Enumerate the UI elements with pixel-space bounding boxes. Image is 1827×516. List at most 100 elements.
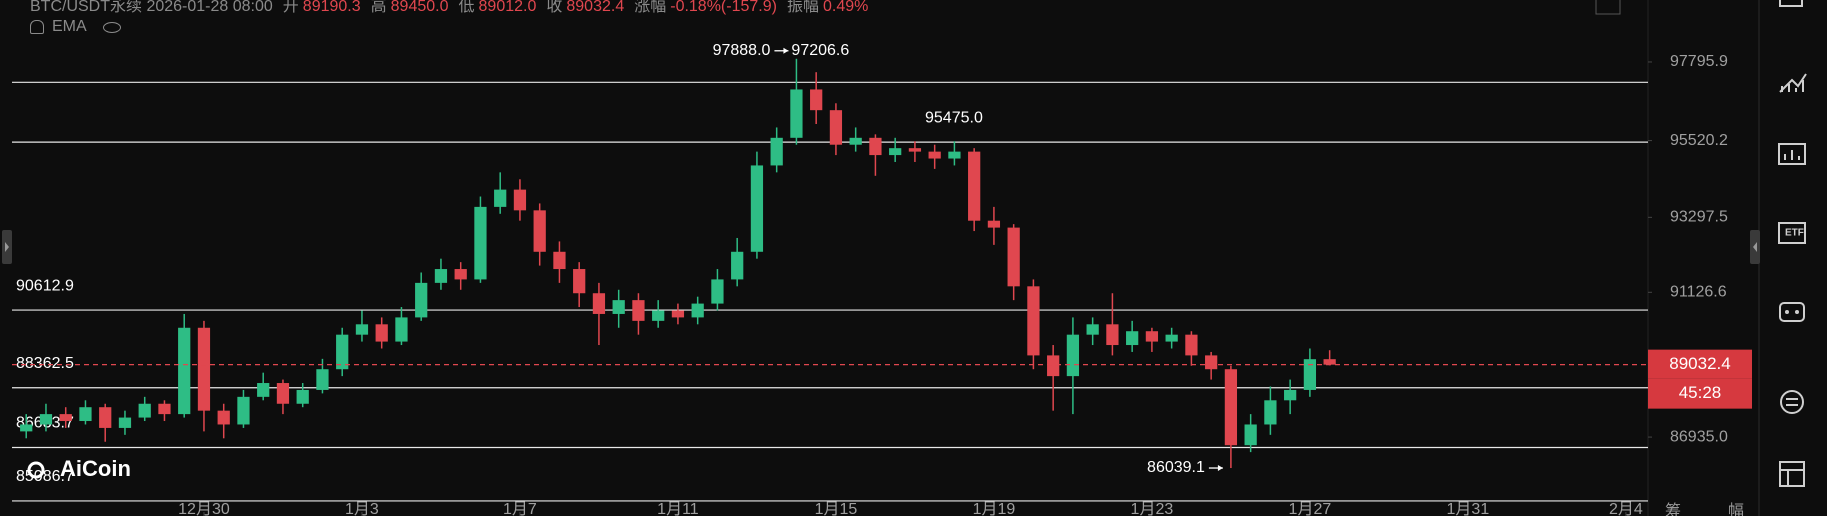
candle-body (671, 310, 685, 318)
candle-body (869, 137, 882, 156)
candle-body (197, 327, 211, 411)
candle-body (494, 189, 507, 207)
candle-body (375, 324, 388, 342)
level-label: 95475.0 (925, 109, 983, 126)
candle-body (987, 220, 1001, 228)
toolbar-label[interactable]: 幅 (1728, 502, 1744, 516)
candle-body (118, 417, 132, 428)
candle-body (1205, 355, 1218, 370)
x-tick-label: 1月19 (973, 501, 1016, 516)
y-tick-label: 91126.6 (1670, 284, 1727, 301)
candle-body (79, 407, 92, 422)
candle-body (1264, 400, 1277, 425)
candle-body (415, 282, 428, 318)
header-value: 89032.4 (566, 0, 625, 15)
header-value: 89012.0 (478, 0, 537, 15)
tool-icon[interactable] (1780, 390, 1804, 414)
tool-icon[interactable] (1778, 222, 1806, 244)
header-item: 收 89032.4 (546, 0, 625, 15)
header-label: 低 (458, 0, 475, 15)
x-tick-label: 1月23 (1131, 501, 1174, 516)
candle-body (652, 310, 665, 321)
header-value: -0.18%(-157.9) (670, 0, 777, 15)
header-item: 高 89450.0 (371, 0, 449, 15)
x-tick-label: 12月30 (178, 501, 230, 516)
candle-body (829, 110, 843, 145)
y-tick-label: 97795.9 (1670, 53, 1728, 70)
countdown-tag (1648, 378, 1752, 409)
tool-icon[interactable] (1778, 143, 1806, 165)
candle-body (454, 269, 467, 280)
candle-body (632, 300, 645, 321)
indicator-name[interactable]: EMA (52, 18, 87, 35)
candle-body (889, 148, 902, 156)
watermark-text: AiCoin (60, 456, 131, 481)
candle-body (770, 137, 783, 166)
header-item: 振幅 0.49% (786, 0, 868, 15)
visibility-icon[interactable] (102, 21, 121, 33)
tool-icon[interactable] (1779, 302, 1805, 322)
level-label: 85086.7 (16, 468, 74, 485)
tool-icon-detail (1784, 150, 1800, 160)
right-collapse-icon (1753, 242, 1757, 252)
watermark: AiCoin (27, 456, 131, 481)
candle-body (296, 389, 309, 404)
header-label: 涨幅 (634, 0, 667, 15)
indicator-row: EMA (30, 18, 121, 36)
candle-body (1126, 331, 1139, 346)
x-tick-label: 1月15 (815, 501, 858, 516)
candle-body (99, 407, 112, 428)
header-label: 开 (282, 0, 299, 15)
candle-body (1086, 324, 1099, 335)
price-tag-text: 89032.4 (1669, 354, 1730, 373)
header-value: 89190.3 (302, 0, 361, 15)
x-tick-label: 2月4 (1609, 501, 1643, 516)
candle-body (395, 317, 408, 342)
level-label: 88362.5 (16, 355, 74, 372)
candle-body (336, 334, 349, 370)
candle-body (790, 89, 803, 138)
tool-icon[interactable] (1779, 461, 1805, 487)
candle-body (711, 279, 724, 304)
candle-body (553, 251, 566, 270)
candle-body (1027, 286, 1040, 356)
tool-icon-detail (1786, 398, 1798, 406)
header-label: 振幅 (786, 0, 819, 15)
header: BTC/USDT永续 2026-01-28 08:00 开 89190.3 高 894… (30, 0, 868, 15)
high-arrow-head (783, 47, 789, 54)
candle-body (1303, 359, 1317, 390)
fullscreen-icon[interactable] (1595, 0, 1621, 15)
candle-body (691, 303, 704, 318)
candle-body (750, 165, 764, 252)
candle-body (908, 148, 922, 152)
candle-body (434, 269, 448, 283)
candle-body (138, 403, 151, 418)
candle-body (731, 251, 744, 280)
x-tick-label: 1月11 (657, 501, 699, 516)
candle-body (573, 269, 586, 294)
candle-body (928, 151, 941, 159)
tool-icon[interactable] (1779, 0, 1803, 7)
candle-body (592, 293, 606, 314)
candle-body (1323, 359, 1336, 365)
alert-icon[interactable] (30, 20, 44, 34)
candle-body (217, 410, 230, 425)
candle-body (612, 300, 625, 314)
tool-icon[interactable] (1779, 73, 1807, 93)
low-label: 86039.1 (1147, 459, 1205, 476)
toolbar (1778, 0, 1807, 487)
etf-icon-text: ETF (1785, 228, 1804, 239)
toolbar-label[interactable]: 筹 (1665, 502, 1681, 516)
y-tick-label: 86935.0 (1670, 428, 1728, 445)
candle-body (237, 396, 250, 425)
x-tick-label: 1月7 (503, 501, 537, 516)
high-label: 97888.0 (713, 42, 771, 59)
x-tick-label: 1月27 (1289, 501, 1332, 516)
candle-body (178, 327, 191, 415)
candle-body (1066, 334, 1080, 377)
x-tick-label: 1月31 (1447, 501, 1490, 516)
candle-body (257, 383, 270, 397)
header-label: 收 (546, 0, 563, 15)
